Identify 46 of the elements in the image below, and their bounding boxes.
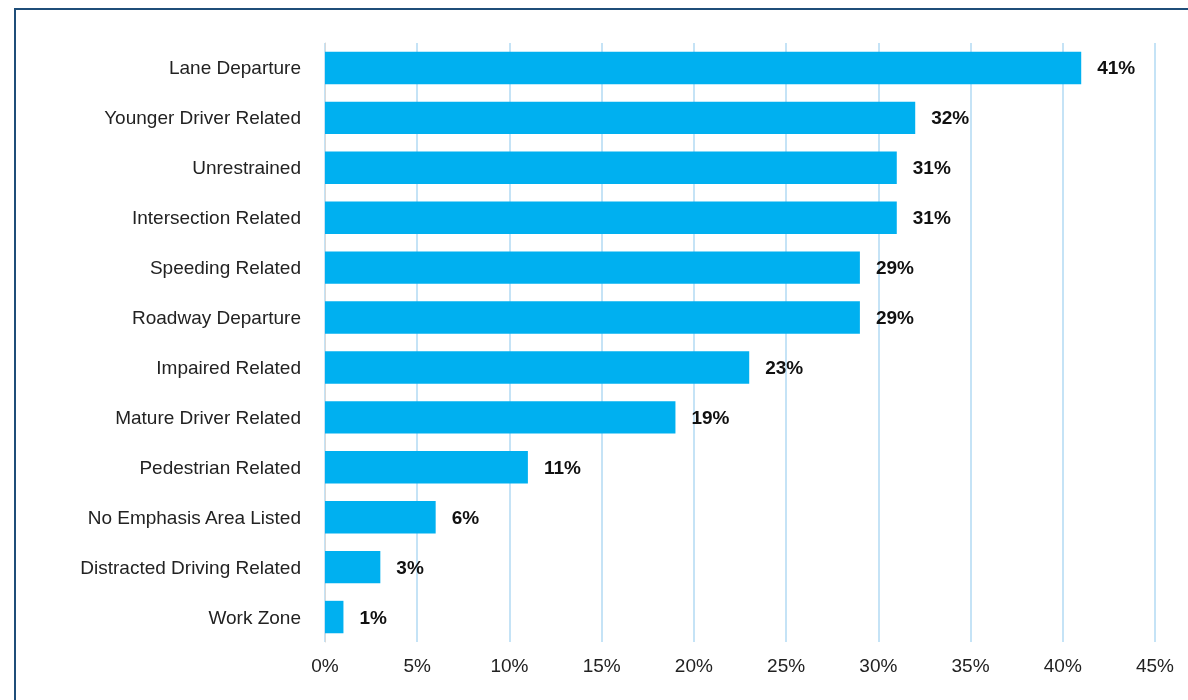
data-label: 6% bbox=[451, 506, 480, 528]
x-tick-label: 40% bbox=[1043, 655, 1082, 676]
bar bbox=[325, 451, 528, 484]
bar bbox=[325, 151, 897, 185]
y-tick-label: Mature Driver Related bbox=[115, 406, 301, 428]
y-tick-label: Younger Driver Related bbox=[104, 107, 301, 129]
data-label: 1% bbox=[359, 606, 388, 628]
y-tick-label: Impaired Related bbox=[156, 356, 301, 378]
x-tick-label: 5% bbox=[403, 655, 432, 676]
y-tick-label: No Emphasis Area Listed bbox=[87, 506, 301, 528]
bar bbox=[325, 101, 916, 135]
data-label: 31% bbox=[912, 207, 951, 229]
bar bbox=[325, 401, 676, 434]
x-tick-label: 15% bbox=[582, 655, 621, 676]
data-label: 31% bbox=[912, 157, 951, 179]
x-tick-label: 35% bbox=[951, 655, 990, 676]
data-label: 11% bbox=[543, 456, 581, 478]
data-label: 29% bbox=[875, 307, 915, 329]
x-tick-label: 20% bbox=[674, 655, 714, 676]
y-tick-label: Roadway Departure bbox=[132, 307, 301, 329]
y-tick-label: Unrestrained bbox=[192, 157, 301, 179]
y-tick-label: Work Zone bbox=[208, 606, 301, 628]
x-tick-label: 45% bbox=[1135, 655, 1175, 676]
y-tick-label: Distracted Driving Related bbox=[80, 556, 301, 578]
bar bbox=[325, 600, 344, 634]
x-tick-label: 0% bbox=[311, 655, 339, 676]
data-label: 19% bbox=[691, 406, 730, 428]
bar bbox=[325, 51, 1082, 85]
data-label: 41% bbox=[1097, 57, 1136, 79]
data-label: 23% bbox=[765, 356, 804, 378]
bar bbox=[325, 351, 750, 384]
x-tick-label: 30% bbox=[859, 655, 898, 676]
x-tick-label: 10% bbox=[490, 655, 529, 676]
bar bbox=[325, 251, 860, 284]
bar bbox=[325, 550, 381, 584]
data-label: 32% bbox=[931, 107, 970, 129]
y-tick-label: Intersection Related bbox=[132, 207, 301, 229]
x-tick-label: 25% bbox=[767, 655, 806, 676]
bar bbox=[325, 201, 897, 234]
bar bbox=[325, 500, 436, 534]
data-label: 3% bbox=[396, 556, 424, 578]
y-tick-label: Speeding Related bbox=[149, 257, 301, 279]
data-label: 29% bbox=[875, 257, 915, 279]
y-tick-label: Pedestrian Related bbox=[139, 456, 301, 478]
y-tick-label: Lane Departure bbox=[168, 57, 301, 79]
bar bbox=[325, 301, 860, 334]
